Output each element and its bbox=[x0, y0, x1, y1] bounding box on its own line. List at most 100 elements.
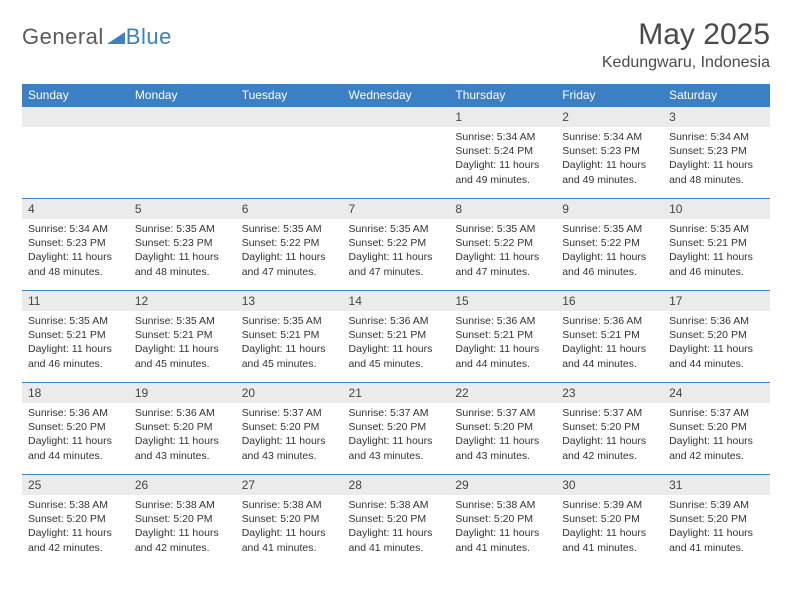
calendar-week-row: 25Sunrise: 5:38 AMSunset: 5:20 PMDayligh… bbox=[22, 475, 770, 567]
calendar-cell: 29Sunrise: 5:38 AMSunset: 5:20 PMDayligh… bbox=[449, 475, 556, 567]
calendar-cell: 5Sunrise: 5:35 AMSunset: 5:23 PMDaylight… bbox=[129, 199, 236, 291]
sunrise-text: Sunrise: 5:37 AM bbox=[562, 406, 657, 420]
calendar-cell: 10Sunrise: 5:35 AMSunset: 5:21 PMDayligh… bbox=[663, 199, 770, 291]
calendar-cell: 26Sunrise: 5:38 AMSunset: 5:20 PMDayligh… bbox=[129, 475, 236, 567]
calendar-cell: 3Sunrise: 5:34 AMSunset: 5:23 PMDaylight… bbox=[663, 107, 770, 199]
calendar-cell: 4Sunrise: 5:34 AMSunset: 5:23 PMDaylight… bbox=[22, 199, 129, 291]
day-details: Sunrise: 5:35 AMSunset: 5:22 PMDaylight:… bbox=[556, 219, 663, 283]
day-number: 15 bbox=[449, 291, 556, 311]
weekday-header: Tuesday bbox=[236, 84, 343, 107]
calendar-cell: 16Sunrise: 5:36 AMSunset: 5:21 PMDayligh… bbox=[556, 291, 663, 383]
day-details: Sunrise: 5:35 AMSunset: 5:21 PMDaylight:… bbox=[22, 311, 129, 375]
day-details: Sunrise: 5:35 AMSunset: 5:23 PMDaylight:… bbox=[129, 219, 236, 283]
sunrise-text: Sunrise: 5:34 AM bbox=[455, 130, 550, 144]
day-number: 28 bbox=[343, 475, 450, 495]
day-details: Sunrise: 5:37 AMSunset: 5:20 PMDaylight:… bbox=[343, 403, 450, 467]
calendar-cell: 24Sunrise: 5:37 AMSunset: 5:20 PMDayligh… bbox=[663, 383, 770, 475]
day-details: Sunrise: 5:35 AMSunset: 5:22 PMDaylight:… bbox=[343, 219, 450, 283]
daylight-text: Daylight: 11 hours and 42 minutes. bbox=[135, 526, 230, 554]
daylight-text: Daylight: 11 hours and 41 minutes. bbox=[349, 526, 444, 554]
daylight-text: Daylight: 11 hours and 47 minutes. bbox=[349, 250, 444, 278]
day-details: Sunrise: 5:38 AMSunset: 5:20 PMDaylight:… bbox=[449, 495, 556, 559]
day-number: 2 bbox=[556, 107, 663, 127]
day-number: 19 bbox=[129, 383, 236, 403]
day-number: 29 bbox=[449, 475, 556, 495]
day-number: 30 bbox=[556, 475, 663, 495]
day-number: 4 bbox=[22, 199, 129, 219]
calendar-cell: 31Sunrise: 5:39 AMSunset: 5:20 PMDayligh… bbox=[663, 475, 770, 567]
logo-text-blue: Blue bbox=[126, 24, 172, 49]
day-number: 10 bbox=[663, 199, 770, 219]
sunrise-text: Sunrise: 5:37 AM bbox=[349, 406, 444, 420]
weekday-header: Saturday bbox=[663, 84, 770, 107]
day-number: 23 bbox=[556, 383, 663, 403]
calendar-cell: 28Sunrise: 5:38 AMSunset: 5:20 PMDayligh… bbox=[343, 475, 450, 567]
daylight-text: Daylight: 11 hours and 42 minutes. bbox=[28, 526, 123, 554]
sunset-text: Sunset: 5:20 PM bbox=[135, 420, 230, 434]
daylight-text: Daylight: 11 hours and 43 minutes. bbox=[349, 434, 444, 462]
sunset-text: Sunset: 5:20 PM bbox=[349, 512, 444, 526]
sunset-text: Sunset: 5:20 PM bbox=[562, 512, 657, 526]
calendar-week-row: 18Sunrise: 5:36 AMSunset: 5:20 PMDayligh… bbox=[22, 383, 770, 475]
calendar-cell: 14Sunrise: 5:36 AMSunset: 5:21 PMDayligh… bbox=[343, 291, 450, 383]
sunrise-text: Sunrise: 5:35 AM bbox=[242, 222, 337, 236]
calendar-cell: 2Sunrise: 5:34 AMSunset: 5:23 PMDaylight… bbox=[556, 107, 663, 199]
sunrise-text: Sunrise: 5:35 AM bbox=[135, 314, 230, 328]
calendar-cell: 22Sunrise: 5:37 AMSunset: 5:20 PMDayligh… bbox=[449, 383, 556, 475]
day-number: 20 bbox=[236, 383, 343, 403]
sunrise-text: Sunrise: 5:38 AM bbox=[28, 498, 123, 512]
day-number: 24 bbox=[663, 383, 770, 403]
calendar-cell: 9Sunrise: 5:35 AMSunset: 5:22 PMDaylight… bbox=[556, 199, 663, 291]
day-details: Sunrise: 5:36 AMSunset: 5:21 PMDaylight:… bbox=[556, 311, 663, 375]
sunset-text: Sunset: 5:21 PM bbox=[455, 328, 550, 342]
calendar-cell: 11Sunrise: 5:35 AMSunset: 5:21 PMDayligh… bbox=[22, 291, 129, 383]
sunset-text: Sunset: 5:21 PM bbox=[28, 328, 123, 342]
day-details: Sunrise: 5:34 AMSunset: 5:23 PMDaylight:… bbox=[663, 127, 770, 191]
calendar-cell: 1Sunrise: 5:34 AMSunset: 5:24 PMDaylight… bbox=[449, 107, 556, 199]
day-details: Sunrise: 5:38 AMSunset: 5:20 PMDaylight:… bbox=[129, 495, 236, 559]
sunset-text: Sunset: 5:21 PM bbox=[242, 328, 337, 342]
sunrise-text: Sunrise: 5:38 AM bbox=[242, 498, 337, 512]
sunset-text: Sunset: 5:20 PM bbox=[242, 420, 337, 434]
day-details: Sunrise: 5:35 AMSunset: 5:22 PMDaylight:… bbox=[236, 219, 343, 283]
sunrise-text: Sunrise: 5:36 AM bbox=[135, 406, 230, 420]
sunset-text: Sunset: 5:23 PM bbox=[669, 144, 764, 158]
calendar-cell: 20Sunrise: 5:37 AMSunset: 5:20 PMDayligh… bbox=[236, 383, 343, 475]
day-details: Sunrise: 5:37 AMSunset: 5:20 PMDaylight:… bbox=[663, 403, 770, 467]
day-number: 11 bbox=[22, 291, 129, 311]
day-number: 13 bbox=[236, 291, 343, 311]
day-details: Sunrise: 5:37 AMSunset: 5:20 PMDaylight:… bbox=[449, 403, 556, 467]
calendar-cell: 19Sunrise: 5:36 AMSunset: 5:20 PMDayligh… bbox=[129, 383, 236, 475]
daylight-text: Daylight: 11 hours and 48 minutes. bbox=[669, 158, 764, 186]
daylight-text: Daylight: 11 hours and 48 minutes. bbox=[28, 250, 123, 278]
daylight-text: Daylight: 11 hours and 42 minutes. bbox=[562, 434, 657, 462]
calendar-header-row: SundayMondayTuesdayWednesdayThursdayFrid… bbox=[22, 84, 770, 107]
day-number: 8 bbox=[449, 199, 556, 219]
calendar-cell: 13Sunrise: 5:35 AMSunset: 5:21 PMDayligh… bbox=[236, 291, 343, 383]
sunrise-text: Sunrise: 5:38 AM bbox=[455, 498, 550, 512]
day-details: Sunrise: 5:37 AMSunset: 5:20 PMDaylight:… bbox=[236, 403, 343, 467]
daylight-text: Daylight: 11 hours and 47 minutes. bbox=[455, 250, 550, 278]
calendar-week-row: 1Sunrise: 5:34 AMSunset: 5:24 PMDaylight… bbox=[22, 107, 770, 199]
daylight-text: Daylight: 11 hours and 46 minutes. bbox=[562, 250, 657, 278]
day-number: 5 bbox=[129, 199, 236, 219]
daylight-text: Daylight: 11 hours and 42 minutes. bbox=[669, 434, 764, 462]
daylight-text: Daylight: 11 hours and 49 minutes. bbox=[562, 158, 657, 186]
day-number bbox=[22, 107, 129, 127]
daylight-text: Daylight: 11 hours and 45 minutes. bbox=[135, 342, 230, 370]
sunrise-text: Sunrise: 5:36 AM bbox=[28, 406, 123, 420]
sunset-text: Sunset: 5:22 PM bbox=[455, 236, 550, 250]
sunset-text: Sunset: 5:20 PM bbox=[455, 512, 550, 526]
sunset-text: Sunset: 5:20 PM bbox=[135, 512, 230, 526]
day-number: 21 bbox=[343, 383, 450, 403]
daylight-text: Daylight: 11 hours and 49 minutes. bbox=[455, 158, 550, 186]
logo-text-gray: General bbox=[22, 24, 104, 49]
daylight-text: Daylight: 11 hours and 45 minutes. bbox=[349, 342, 444, 370]
sunrise-text: Sunrise: 5:39 AM bbox=[562, 498, 657, 512]
daylight-text: Daylight: 11 hours and 48 minutes. bbox=[135, 250, 230, 278]
daylight-text: Daylight: 11 hours and 43 minutes. bbox=[455, 434, 550, 462]
day-number: 18 bbox=[22, 383, 129, 403]
sunset-text: Sunset: 5:21 PM bbox=[349, 328, 444, 342]
day-details: Sunrise: 5:38 AMSunset: 5:20 PMDaylight:… bbox=[22, 495, 129, 559]
day-number: 9 bbox=[556, 199, 663, 219]
